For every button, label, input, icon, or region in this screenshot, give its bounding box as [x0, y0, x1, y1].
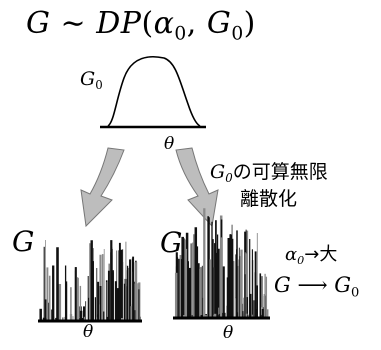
convergence-g: G — [274, 273, 291, 297]
discretization-line1: G0の可算無限 — [210, 157, 328, 185]
left-curved-arrow — [80, 147, 125, 228]
title-close-paren: ) — [243, 6, 256, 41]
title-sim: ∼ — [50, 6, 97, 41]
convergence-g0: G — [334, 273, 352, 297]
title-dp: DP — [96, 6, 142, 41]
discretization-text1: の可算無限 — [232, 161, 328, 183]
left-sample-sticks — [39, 240, 141, 321]
title-formula: G ∼ DP(α0, G0) — [26, 6, 256, 45]
right-curved-arrow — [175, 147, 219, 228]
alpha-large-note: α0→大 — [285, 240, 337, 267]
discretization-sub: 0 — [225, 171, 233, 186]
base-measure-theta: θ — [164, 134, 175, 154]
alpha-symbol: α — [285, 244, 298, 265]
convergence-arrow: ⟶ — [290, 273, 335, 297]
title-g0: G — [206, 6, 232, 41]
discretization-line2: 離散化 — [240, 188, 298, 210]
left-sample-theta: θ — [83, 322, 94, 342]
base-measure-label: G0 — [80, 68, 103, 92]
right-sample-theta: θ — [223, 323, 234, 343]
right-sample-label: G — [160, 226, 183, 259]
title-alpha-sub: 0 — [174, 23, 187, 45]
title-g: G — [26, 6, 51, 41]
base-measure-curve — [107, 55, 201, 127]
alpha-sub: 0 — [297, 253, 305, 267]
convergence-g0-sub: 0 — [351, 285, 360, 301]
convergence-note: G ⟶ G0 — [274, 273, 359, 301]
title-alpha: α — [153, 6, 175, 41]
title-open-paren: ( — [141, 6, 154, 41]
title-g0-sub: 0 — [231, 23, 244, 45]
base-measure-sub: 0 — [95, 78, 103, 93]
title-comma: , — [186, 6, 207, 41]
discretization-g: G — [210, 161, 226, 183]
right-sample-sticks — [174, 208, 269, 318]
left-sample-label: G — [12, 225, 35, 258]
alpha-large-text: →大 — [304, 244, 338, 265]
base-measure-g: G — [80, 68, 96, 90]
